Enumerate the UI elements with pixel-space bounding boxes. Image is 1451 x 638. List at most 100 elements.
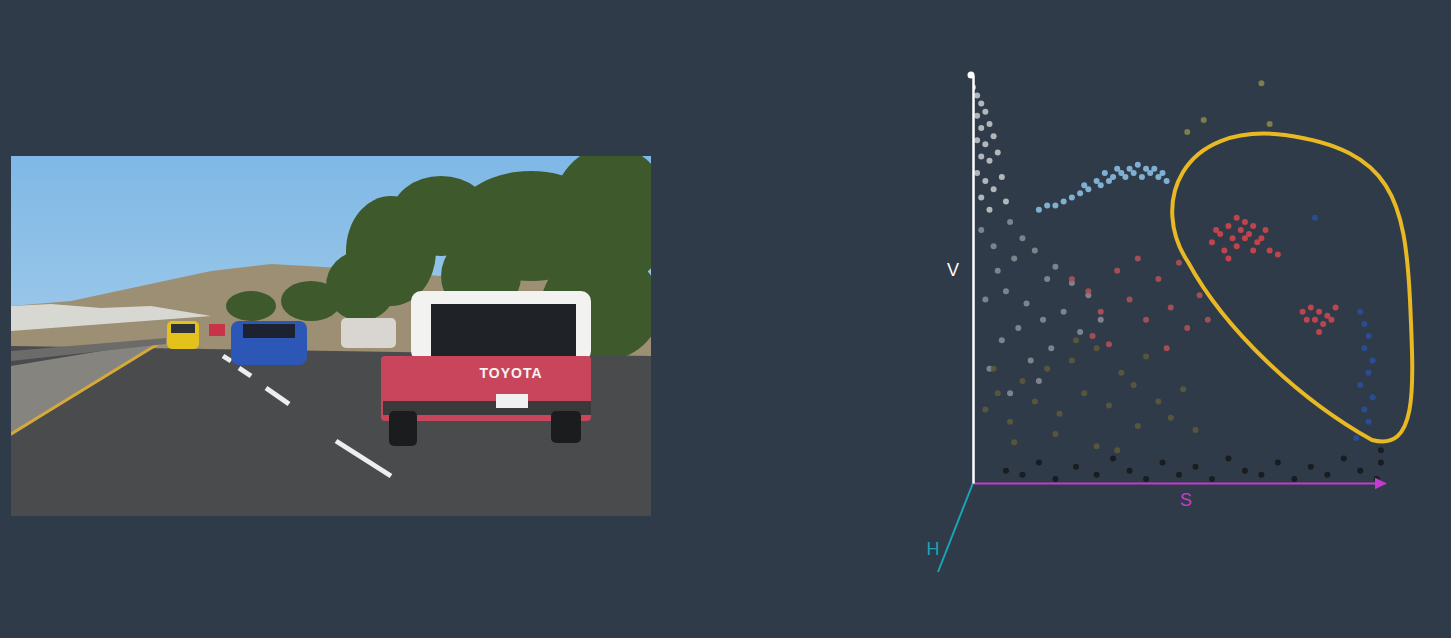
point: [1073, 464, 1079, 470]
point: [1176, 472, 1182, 478]
point: [1044, 366, 1050, 372]
point: [1308, 464, 1314, 470]
license-plate: [496, 394, 528, 408]
point: [1361, 321, 1367, 327]
point: [1032, 247, 1038, 253]
point: [995, 268, 1001, 274]
point: [1225, 456, 1231, 462]
point: [974, 170, 980, 176]
point: [1168, 415, 1174, 421]
point: [1258, 472, 1264, 478]
point: [991, 366, 997, 372]
point: [1333, 305, 1339, 311]
point: [986, 121, 992, 127]
point: [1098, 317, 1104, 323]
point: [1267, 121, 1273, 127]
point: [1127, 468, 1133, 474]
point: [1258, 235, 1264, 241]
point: [1052, 264, 1058, 270]
point: [1155, 398, 1161, 404]
point: [1061, 198, 1067, 204]
point: [986, 207, 992, 213]
point: [1015, 325, 1021, 331]
point: [1069, 194, 1075, 200]
point: [1267, 247, 1273, 253]
y-axis-title: V: [947, 260, 959, 280]
point: [1077, 329, 1083, 335]
point: [1069, 358, 1075, 364]
x-axis-line: [974, 483, 1386, 485]
point: [1378, 460, 1384, 466]
point: [1370, 394, 1376, 400]
point: [1032, 398, 1038, 404]
point: [1151, 166, 1157, 172]
point: [1061, 309, 1067, 315]
point: [1209, 476, 1215, 482]
point: [1192, 464, 1198, 470]
point: [1242, 468, 1248, 474]
point: [1011, 439, 1017, 445]
point: [1081, 390, 1087, 396]
point: [1011, 256, 1017, 262]
point: [1131, 382, 1137, 388]
point: [1110, 456, 1116, 462]
point: [1094, 345, 1100, 351]
point: [1328, 317, 1334, 323]
lane-dash: [223, 356, 231, 361]
point: [1184, 129, 1190, 135]
point: [1077, 190, 1083, 196]
point: [995, 390, 1001, 396]
point: [1308, 305, 1314, 311]
point: [1122, 174, 1128, 180]
barrier: [11, 338, 166, 361]
point: [1007, 419, 1013, 425]
point: [999, 337, 1005, 343]
red-car: [209, 324, 225, 336]
point: [1036, 460, 1042, 466]
background: [0, 0, 1451, 638]
point: [1135, 256, 1141, 262]
point: [1168, 305, 1174, 311]
point: [1135, 423, 1141, 429]
point: [1246, 231, 1252, 237]
truck-window: [431, 304, 576, 356]
point: [1250, 223, 1256, 229]
point: [1160, 170, 1166, 176]
point: [1036, 207, 1042, 213]
point: [1238, 227, 1244, 233]
point: [1176, 260, 1182, 266]
point: [1160, 460, 1166, 466]
point: [1366, 419, 1372, 425]
point: [1184, 325, 1190, 331]
point: [978, 125, 984, 131]
point: [1366, 370, 1372, 376]
point: [1019, 472, 1025, 478]
point: [1263, 227, 1269, 233]
point: [1275, 460, 1281, 466]
point: [1135, 162, 1141, 168]
point: [1250, 247, 1256, 253]
lane-dash: [239, 368, 251, 376]
point: [1205, 317, 1211, 323]
point: [1102, 170, 1108, 176]
point: [1106, 402, 1112, 408]
point: [1357, 468, 1363, 474]
point: [1052, 203, 1058, 209]
point: [1164, 178, 1170, 184]
point: [1114, 268, 1120, 274]
point: [1094, 443, 1100, 449]
point: [1275, 252, 1281, 258]
point: [991, 243, 997, 249]
truck-canopy: [411, 291, 591, 361]
point: [1320, 321, 1326, 327]
point: [974, 92, 980, 98]
point: [1118, 370, 1124, 376]
point: [1291, 476, 1297, 482]
point: [982, 178, 988, 184]
photo-text: TOYOTA: [479, 365, 542, 381]
blue-car: [231, 321, 307, 365]
point: [1361, 407, 1367, 413]
wheel: [551, 411, 581, 443]
point: [1234, 215, 1240, 221]
point: [1312, 317, 1318, 323]
